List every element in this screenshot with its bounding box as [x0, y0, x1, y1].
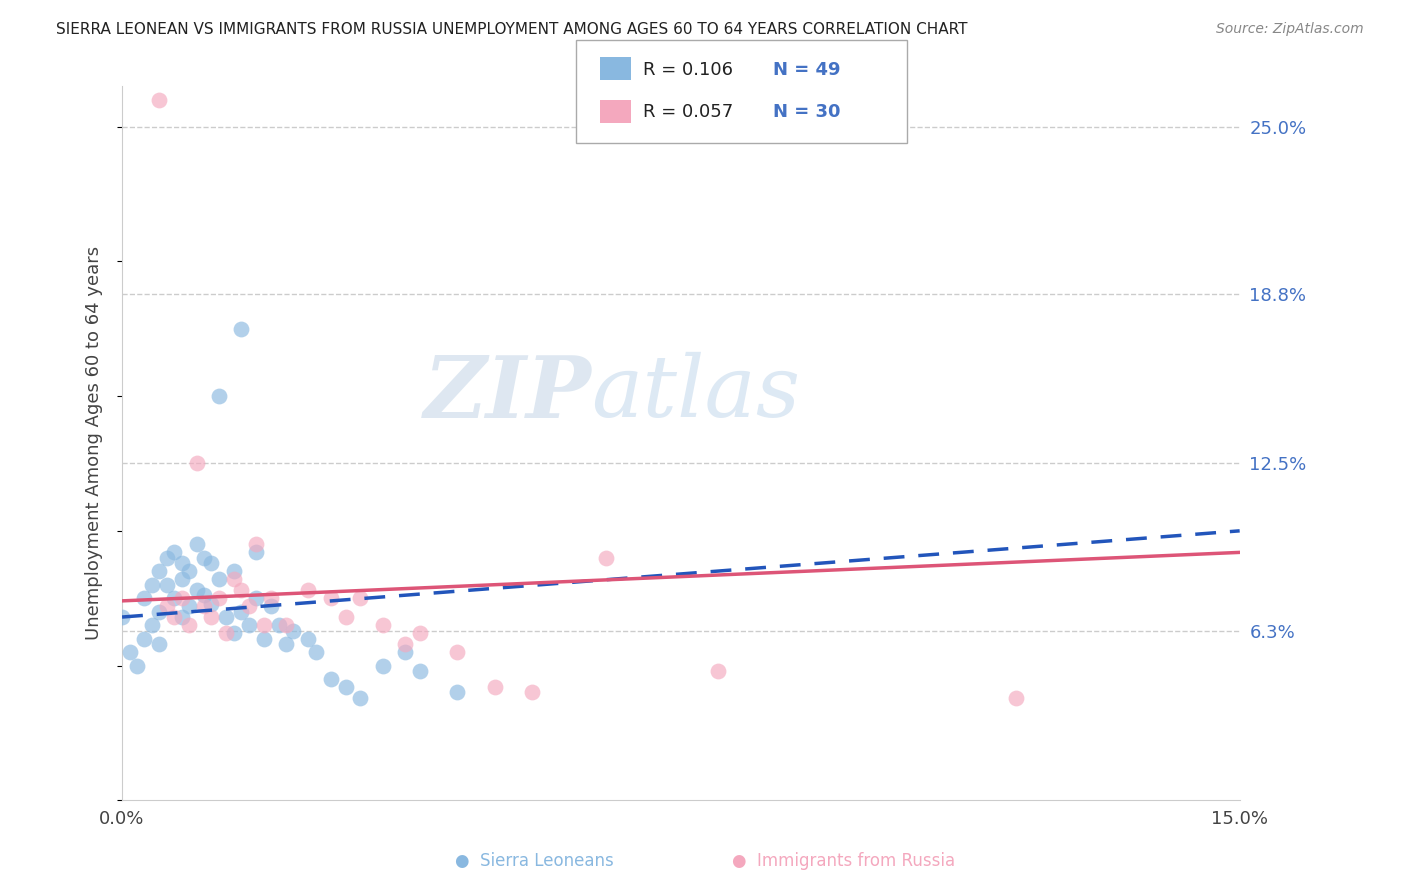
- Point: [231, 322, 253, 336]
- Text: atlas: atlas: [592, 352, 800, 434]
- Point: [297, 632, 319, 646]
- Point: [394, 637, 416, 651]
- Point: [208, 389, 231, 403]
- Point: [179, 564, 201, 578]
- Point: [200, 556, 222, 570]
- Point: [148, 605, 170, 619]
- Point: [170, 591, 193, 606]
- Point: [200, 597, 222, 611]
- Point: [349, 591, 371, 606]
- Point: [245, 591, 267, 606]
- Point: [260, 599, 283, 614]
- Point: [215, 626, 238, 640]
- Point: [134, 591, 156, 606]
- Point: [193, 589, 215, 603]
- Point: [170, 572, 193, 586]
- Point: [148, 564, 170, 578]
- Point: [141, 578, 163, 592]
- Point: [125, 658, 148, 673]
- Text: SIERRA LEONEAN VS IMMIGRANTS FROM RUSSIA UNEMPLOYMENT AMONG AGES 60 TO 64 YEARS : SIERRA LEONEAN VS IMMIGRANTS FROM RUSSIA…: [56, 22, 967, 37]
- Point: [208, 591, 231, 606]
- Point: [163, 591, 186, 606]
- Point: [283, 624, 305, 638]
- Point: [156, 599, 179, 614]
- Point: [409, 664, 432, 678]
- Point: [134, 632, 156, 646]
- Point: [170, 556, 193, 570]
- Point: [179, 618, 201, 632]
- Point: [446, 685, 468, 699]
- Point: [1005, 690, 1028, 705]
- Point: [238, 599, 260, 614]
- Text: ●  Immigrants from Russia: ● Immigrants from Russia: [733, 852, 955, 870]
- Point: [231, 583, 253, 598]
- Point: [186, 583, 208, 598]
- Point: [156, 578, 179, 592]
- Point: [186, 457, 208, 471]
- Text: ZIP: ZIP: [423, 351, 592, 435]
- Text: R = 0.057: R = 0.057: [643, 103, 733, 121]
- Point: [446, 645, 468, 659]
- Point: [484, 680, 506, 694]
- Point: [148, 93, 170, 107]
- Point: [238, 618, 260, 632]
- Point: [118, 645, 141, 659]
- Point: [319, 591, 342, 606]
- Point: [163, 610, 186, 624]
- Point: [274, 618, 297, 632]
- Point: [394, 645, 416, 659]
- Point: [335, 680, 357, 694]
- Y-axis label: Unemployment Among Ages 60 to 64 years: Unemployment Among Ages 60 to 64 years: [86, 246, 103, 640]
- Point: [297, 583, 319, 598]
- Point: [141, 618, 163, 632]
- Point: [193, 550, 215, 565]
- Point: [222, 626, 245, 640]
- Point: [245, 537, 267, 551]
- Point: [409, 626, 432, 640]
- Point: [595, 550, 617, 565]
- Point: [260, 591, 283, 606]
- Point: [170, 610, 193, 624]
- Point: [371, 658, 394, 673]
- Point: [319, 672, 342, 686]
- Point: [349, 690, 371, 705]
- Text: N = 49: N = 49: [773, 61, 841, 78]
- Point: [193, 599, 215, 614]
- Point: [208, 572, 231, 586]
- Point: [200, 610, 222, 624]
- Point: [179, 599, 201, 614]
- Point: [186, 537, 208, 551]
- Point: [371, 618, 394, 632]
- Point: [245, 545, 267, 559]
- Point: [707, 664, 730, 678]
- Point: [222, 572, 245, 586]
- Point: [156, 550, 179, 565]
- Point: [111, 610, 134, 624]
- Text: R = 0.106: R = 0.106: [643, 61, 733, 78]
- Point: [252, 618, 274, 632]
- Point: [231, 605, 253, 619]
- Point: [222, 564, 245, 578]
- Point: [163, 545, 186, 559]
- Point: [520, 685, 543, 699]
- Point: [148, 637, 170, 651]
- Point: [274, 637, 297, 651]
- Point: [305, 645, 328, 659]
- Text: ●  Sierra Leoneans: ● Sierra Leoneans: [456, 852, 613, 870]
- Point: [252, 632, 274, 646]
- Point: [267, 618, 290, 632]
- Point: [215, 610, 238, 624]
- Text: N = 30: N = 30: [773, 103, 841, 121]
- Point: [335, 610, 357, 624]
- Text: Source: ZipAtlas.com: Source: ZipAtlas.com: [1216, 22, 1364, 37]
